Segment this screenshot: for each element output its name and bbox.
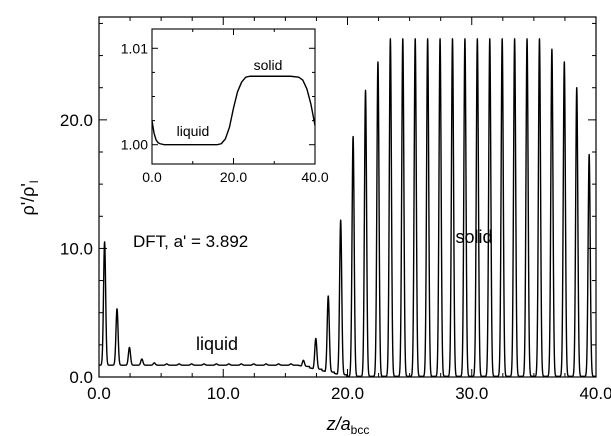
main-y-axis: 0.0 10.0 20.0 — [60, 22, 596, 387]
x-tick-label: 10.0 — [207, 384, 240, 403]
inset-chart: 0.0 20.0 40.0 1.00 1.01 solid liquid — [121, 28, 329, 185]
inset-x-tick-label: 0.0 — [142, 169, 162, 185]
inset-y-tick-label: 1.01 — [121, 40, 148, 56]
x-tick-label: 30.0 — [455, 384, 488, 403]
inset-annotation-liquid: liquid — [177, 123, 210, 139]
inset-x-tick-label: 40.0 — [301, 169, 328, 185]
inset-y-axis: 1.00 1.01 — [121, 40, 315, 153]
inset-background — [152, 29, 315, 164]
annotation-liquid: liquid — [196, 334, 238, 354]
inset-x-axis: 0.0 20.0 40.0 — [142, 29, 329, 185]
main-x-axis: 0.0 10.0 20.0 30.0 40.0 — [87, 17, 611, 403]
x-tick-label: 20.0 — [331, 384, 364, 403]
y-tick-label: 10.0 — [60, 239, 93, 258]
x-tick-label: 40.0 — [579, 384, 611, 403]
annotation-solid: solid — [455, 227, 492, 247]
y-tick-label: 0.0 — [69, 368, 93, 387]
main-x-axis-label: z/abcc — [326, 414, 370, 436]
inset-annotation-solid: solid — [254, 57, 283, 73]
x-tick-label: 0.0 — [87, 384, 111, 403]
y-tick-label: 20.0 — [60, 111, 93, 130]
inset-profile-line — [151, 75, 316, 146]
inset-y-tick-label: 1.00 — [121, 137, 148, 153]
inset-x-tick-label: 20.0 — [220, 169, 247, 185]
main-chart: 0.0 10.0 20.0 30.0 40.0 0.0 10.0 20.0 z/abcc ρ… — [18, 16, 611, 436]
annotation-dft: DFT, a' = 3.892 — [133, 232, 248, 251]
main-y-axis-label: ρ'/ρ'l — [18, 180, 41, 215]
